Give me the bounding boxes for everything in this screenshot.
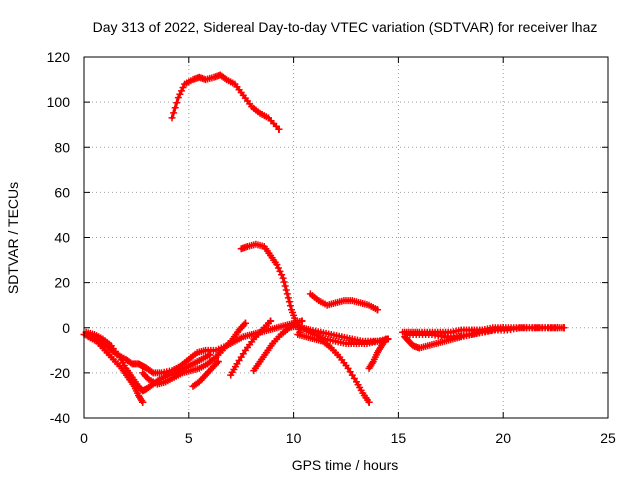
data-point: [274, 264, 282, 272]
data-point: [276, 267, 284, 275]
series-arc-16: [403, 324, 562, 341]
data-point: [267, 317, 275, 325]
data-point: [282, 286, 290, 294]
data-point: [177, 87, 185, 95]
data-point: [279, 274, 287, 282]
data-point: [241, 319, 249, 327]
chart-title: Day 313 of 2022, Sidereal Day-to-day VTE…: [93, 19, 598, 35]
series-arc-3: [306, 290, 381, 314]
data-point: [168, 114, 176, 122]
data-point: [206, 351, 214, 359]
data-point: [560, 324, 568, 332]
data-point: [139, 398, 147, 406]
data-point: [275, 125, 283, 133]
data-point: [365, 398, 373, 406]
data-point: [176, 90, 184, 98]
y-tick-label: 120: [47, 49, 71, 65]
data-points: [80, 71, 568, 406]
x-tick-label: 15: [391, 430, 407, 446]
data-point: [298, 317, 306, 325]
y-axis-label: SDTVAR / TECUs: [5, 182, 21, 294]
y-tick-label: 20: [54, 275, 70, 291]
data-point: [173, 99, 181, 107]
series-arc-8: [189, 358, 222, 390]
data-point: [554, 324, 562, 332]
data-point: [382, 335, 390, 343]
data-point: [373, 306, 381, 314]
series-arc-7: [139, 319, 249, 388]
data-point: [170, 109, 178, 117]
data-point: [127, 359, 135, 367]
series-arc-1: [168, 71, 283, 133]
y-tick-label: 80: [54, 139, 70, 155]
data-point: [171, 104, 179, 112]
series-arc-13: [365, 335, 390, 372]
x-tick-label: 25: [600, 430, 616, 446]
data-point: [286, 302, 294, 310]
data-point: [221, 74, 229, 82]
data-point: [285, 298, 293, 306]
y-tick-label: 60: [54, 184, 70, 200]
data-point: [148, 368, 156, 376]
data-point: [281, 282, 289, 290]
x-tick-label: 5: [185, 430, 193, 446]
y-tick-label: 40: [54, 230, 70, 246]
y-tick-label: 100: [47, 94, 71, 110]
series-arc-11: [294, 331, 373, 406]
x-tick-label: 0: [80, 430, 88, 446]
y-tick-label: -20: [50, 365, 70, 381]
data-point: [179, 83, 187, 91]
y-tick-label: -40: [50, 410, 70, 426]
data-point: [283, 290, 291, 298]
data-point: [284, 294, 292, 302]
data-point: [174, 94, 182, 102]
axis-ticks: 0 5 10 15 20 25 -40 -20 0 20 40 60 80 100 120: [47, 49, 616, 446]
data-point: [214, 358, 222, 366]
x-axis-label: GPS time / hours: [292, 457, 399, 473]
data-point: [280, 278, 288, 286]
x-tick-label: 10: [286, 430, 302, 446]
y-tick-label: 0: [62, 320, 70, 336]
x-tick-label: 20: [495, 430, 511, 446]
data-point: [278, 271, 286, 279]
series-arc-9: [227, 317, 275, 379]
data-point: [273, 261, 281, 269]
series-arc-6: [84, 333, 147, 406]
